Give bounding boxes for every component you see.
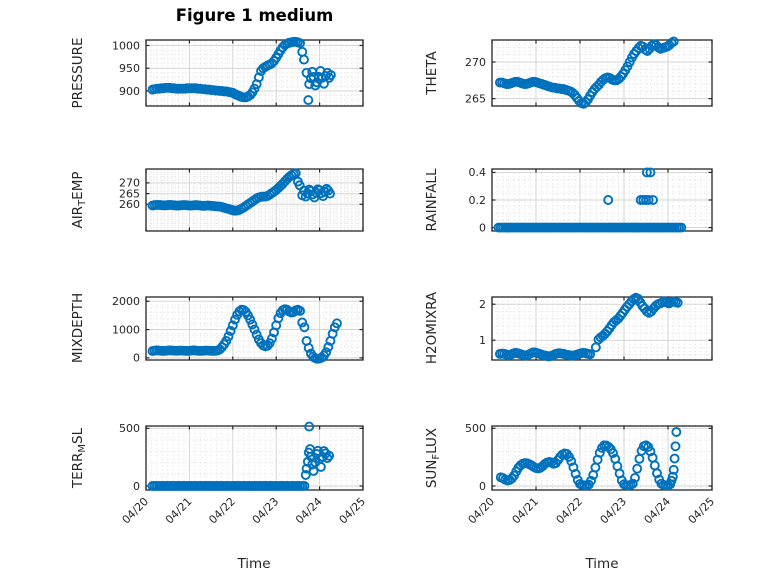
x-axis-label-time-right: Time [584,556,618,572]
y-tick-label: 260 [119,198,140,211]
y-tick-labels: 900 950 1000 [112,39,140,98]
x-tick-label: 04/23 [250,495,282,527]
y-axis-label-h2omixra: H2OMIXRA [424,291,440,364]
x-tick-label: 04/21 [510,495,542,527]
y-tick-label: 900 [119,85,140,98]
axes-box [145,296,364,361]
y-tick-label: 270 [119,177,140,190]
y-tick-label: 0.4 [469,166,487,179]
axis-ticks [145,40,364,106]
axes-box [145,168,364,232]
axes-box [145,39,364,107]
x-tick-label: 04/25 [337,495,369,527]
data-series-markers [493,167,687,233]
data-series-markers [494,292,683,362]
y-tick-labels: 0 500 [119,422,140,493]
x-tick-label: 04/24 [642,495,674,527]
y-tick-labels: 0 500 [465,422,486,493]
y-axis-label-pressure: PRESSURE [70,38,86,109]
x-tick-label: 04/22 [206,495,238,527]
y-tick-label: 1000 [112,39,140,52]
axes-box [491,39,713,107]
x-tick-label: 04/20 [466,495,498,527]
minor-grid [492,169,712,231]
y-tick-label: 265 [465,92,486,105]
subplot-h2omixra: 12 H2OMIXRA [424,291,713,364]
x-tick-label: 04/24 [293,495,325,527]
y-tick-label: 0.2 [469,194,487,207]
subplot-rainfall: 0 0.2 0.4 RAINFALL [424,166,713,234]
y-tick-label: 0 [479,221,486,234]
x-axis-label-time-left: Time [236,556,270,572]
figure-title: Figure 1 medium [175,6,334,25]
y-tick-label: 2000 [112,295,140,308]
data-series-markers [147,168,335,216]
data-series-markers [147,421,335,491]
subplot-terrmsl: 0 500 04/20 04/21 04/22 04/23 04/24 04/25 TERRM… [70,421,369,527]
y-tick-labels: 0 1000 2000 [112,295,140,365]
data-series-markers [494,36,679,109]
y-tick-label: 950 [119,62,140,75]
y-tick-labels: 0 0.2 0.4 [469,166,487,234]
x-tick-label: 04/21 [163,495,195,527]
data-series-markers [147,304,342,364]
subplot-theta: 265 270 THETA [424,36,713,109]
y-tick-label: 265 [119,187,140,200]
minor-grid [492,40,712,106]
x-tick-label: 04/22 [554,495,586,527]
y-tick-labels: 265 270 [465,56,486,106]
x-tick-labels: 04/20 04/21 04/22 04/23 04/24 04/25 [466,495,718,527]
subplot-mixdepth: 0 1000 2000 MIXDEPTH [70,293,364,365]
subplot-pressure: 900 950 1000 PRESSURE [70,36,364,109]
y-tick-label: 0 [479,480,486,493]
y-tick-labels: 12 [479,298,486,347]
y-tick-label: 500 [465,422,486,435]
x-tick-label: 04/23 [598,495,630,527]
major-grid [146,297,363,360]
y-tick-label: 0 [133,480,140,493]
major-grid [492,169,712,231]
minor-grid [146,169,363,231]
y-axis-label-airtemp: AIRTEMP [70,171,88,228]
y-tick-label: 2 [479,298,486,311]
x-tick-label: 04/25 [686,495,718,527]
axes-box [491,425,713,491]
data-series-markers [147,36,336,106]
y-axis-label-theta: THETA [424,51,440,96]
y-axis-label-terrmsl: TERRMSL [70,427,88,489]
y-axis-label-rainfall: RAINFALL [424,168,440,231]
y-axis-label-mixdepth: MIXDEPTH [70,293,86,363]
y-tick-label: 270 [465,56,486,69]
axes-box [491,296,713,361]
subplot-sunflux: 0 500 04/20 04/21 04/22 04/23 04/24 04/25 SUNFL… [424,422,717,526]
y-tick-label: 1000 [112,323,140,336]
y-tick-label: 1 [479,334,486,347]
data-series-markers [495,427,682,491]
y-tick-label: 500 [119,422,140,435]
minor-grid [146,426,363,490]
y-tick-label: 0 [133,352,140,365]
x-tick-labels: 04/20 04/21 04/22 04/23 04/24 04/25 [120,495,369,527]
y-axis-label-sunflux: SUNFLUX [424,428,442,488]
x-tick-label: 04/20 [120,495,152,527]
